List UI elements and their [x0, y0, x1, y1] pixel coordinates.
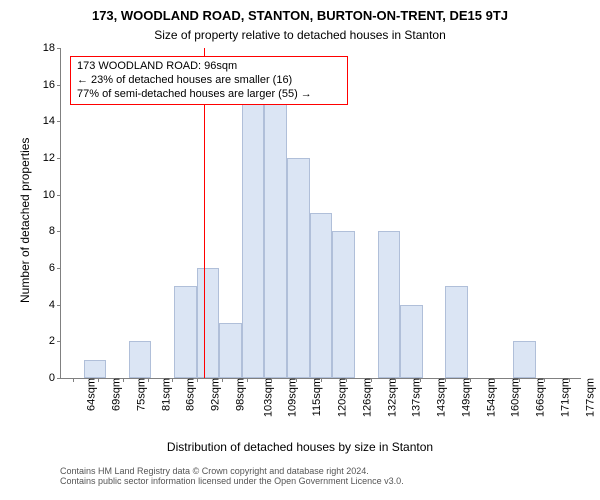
x-tick-mark [271, 378, 272, 382]
y-tick-mark [57, 121, 61, 122]
x-tick-mark [148, 378, 149, 382]
x-tick-mark [197, 378, 198, 382]
x-tick-mark [222, 378, 223, 382]
x-tick-label: 92sqm [210, 378, 222, 411]
x-tick-label: 75sqm [135, 378, 147, 411]
x-tick-label: 177sqm [584, 378, 596, 417]
x-tick-mark [395, 378, 396, 382]
x-tick-mark [346, 378, 347, 382]
annotation-box: 173 WOODLAND ROAD: 96sqm← 23% of detache… [70, 56, 348, 105]
chart-container: { "title": { "text": "173, WOODLAND ROAD… [0, 0, 600, 500]
y-tick-mark [57, 195, 61, 196]
histogram-bar [84, 360, 107, 378]
x-tick-label: 126sqm [361, 378, 373, 417]
annotation-line: ← 23% of detached houses are smaller (16… [77, 74, 341, 88]
chart-title: 173, WOODLAND ROAD, STANTON, BURTON-ON-T… [0, 8, 600, 23]
x-tick-label: 166sqm [535, 378, 547, 417]
y-tick-mark [57, 268, 61, 269]
x-tick-mark [420, 378, 421, 382]
x-tick-mark [247, 378, 248, 382]
x-tick-mark [470, 378, 471, 382]
y-tick-mark [57, 341, 61, 342]
histogram-bar [400, 305, 423, 378]
y-tick-mark [57, 85, 61, 86]
x-tick-label: 115sqm [311, 378, 323, 416]
y-tick-mark [57, 48, 61, 49]
x-tick-label: 69sqm [111, 378, 123, 411]
x-tick-mark [321, 378, 322, 382]
x-tick-label: 120sqm [337, 378, 349, 417]
annotation-line: 77% of semi-detached houses are larger (… [77, 88, 341, 102]
y-tick-mark [57, 305, 61, 306]
x-tick-label: 132sqm [386, 378, 398, 417]
x-tick-mark [296, 378, 297, 382]
footer-attribution: Contains HM Land Registry data © Crown c… [60, 466, 404, 486]
footer-line: Contains HM Land Registry data © Crown c… [60, 466, 404, 476]
footer-line: Contains public sector information licen… [60, 476, 404, 486]
histogram-bar [310, 213, 333, 378]
x-tick-label: 98sqm [234, 378, 246, 411]
histogram-bar [197, 268, 220, 378]
histogram-bar [378, 231, 401, 378]
x-tick-label: 81sqm [160, 378, 172, 411]
x-tick-mark [519, 378, 520, 382]
x-tick-mark [494, 378, 495, 382]
chart-subtitle: Size of property relative to detached ho… [0, 28, 600, 42]
x-tick-mark [73, 378, 74, 382]
x-tick-label: 154sqm [485, 378, 497, 417]
histogram-bar [174, 286, 197, 378]
y-axis-label: Number of detached properties [18, 138, 32, 303]
x-tick-mark [123, 378, 124, 382]
histogram-bar [129, 341, 152, 378]
histogram-bar [287, 158, 310, 378]
x-tick-label: 137sqm [411, 378, 423, 417]
histogram-bar [445, 286, 468, 378]
y-tick-mark [57, 158, 61, 159]
x-tick-label: 64sqm [86, 378, 98, 411]
x-tick-mark [569, 378, 570, 382]
x-tick-label: 160sqm [510, 378, 522, 417]
x-tick-label: 143sqm [436, 378, 448, 417]
y-tick-mark [57, 378, 61, 379]
histogram-bar [242, 85, 265, 378]
y-tick-mark [57, 231, 61, 232]
x-tick-mark [98, 378, 99, 382]
x-tick-label: 109sqm [287, 378, 299, 417]
x-tick-mark [445, 378, 446, 382]
x-tick-label: 86sqm [185, 378, 197, 411]
x-tick-mark [172, 378, 173, 382]
x-axis-label: Distribution of detached houses by size … [0, 440, 600, 454]
histogram-bar [264, 103, 287, 378]
x-tick-label: 171sqm [559, 378, 571, 417]
histogram-bar [513, 341, 536, 378]
annotation-line: 173 WOODLAND ROAD: 96sqm [77, 60, 341, 74]
x-tick-label: 103sqm [262, 378, 274, 417]
x-tick-mark [544, 378, 545, 382]
x-tick-label: 149sqm [460, 378, 472, 417]
x-tick-mark [371, 378, 372, 382]
histogram-bar [332, 231, 355, 378]
histogram-bar [219, 323, 242, 378]
